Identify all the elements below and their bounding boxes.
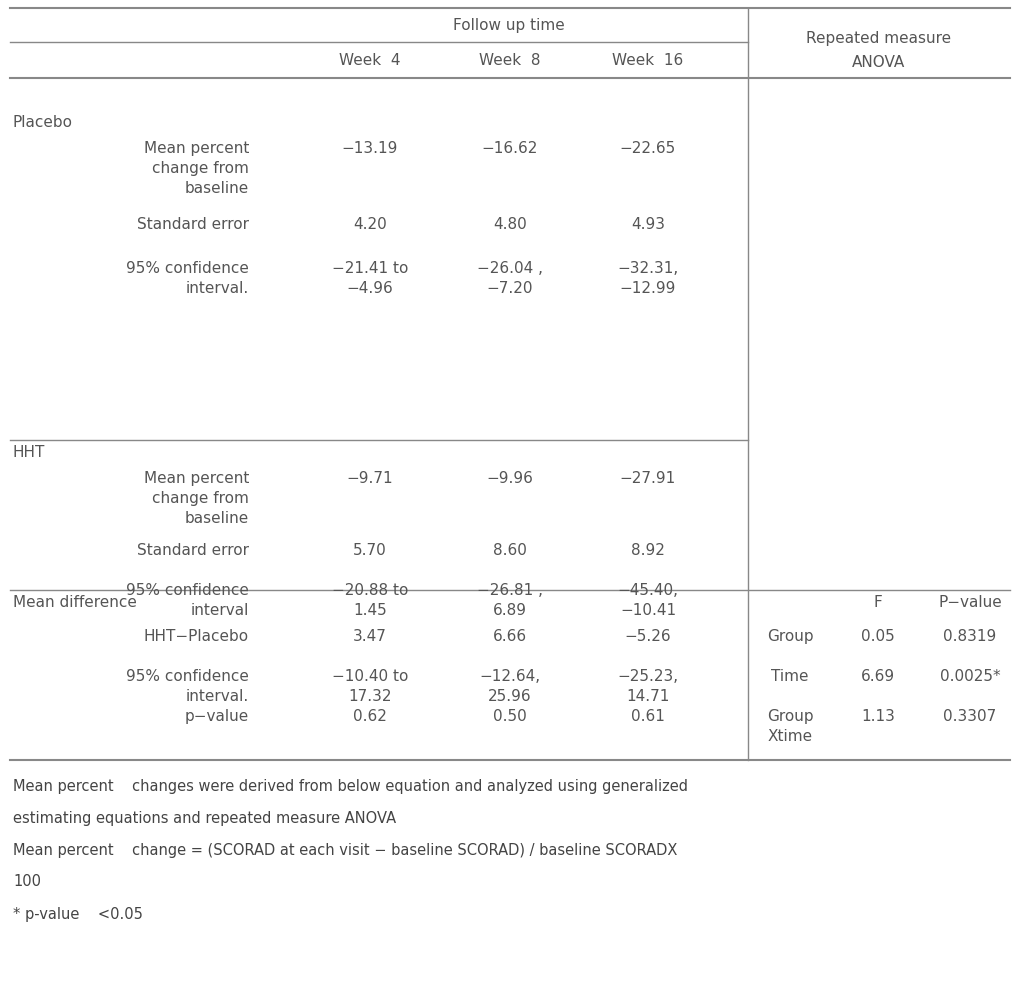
Text: −5.26: −5.26 (624, 628, 671, 643)
Text: −13.19: −13.19 (341, 141, 397, 156)
Text: Repeated measure: Repeated measure (806, 30, 951, 45)
Text: ANOVA: ANOVA (852, 54, 905, 69)
Text: −12.64,: −12.64, (479, 668, 540, 683)
Text: 1.45: 1.45 (353, 603, 386, 617)
Text: 6.89: 6.89 (492, 603, 527, 617)
Text: estimating equations and repeated measure ANOVA: estimating equations and repeated measur… (13, 810, 395, 825)
Text: 6.69: 6.69 (860, 668, 895, 683)
Text: −9.71: −9.71 (346, 470, 393, 485)
Text: 95% confidence: 95% confidence (126, 260, 249, 275)
Text: interval.: interval. (185, 688, 249, 704)
Text: −25.23,: −25.23, (616, 668, 678, 683)
Text: 4.20: 4.20 (353, 216, 386, 231)
Text: 0.3307: 0.3307 (943, 709, 996, 724)
Text: −16.62: −16.62 (481, 141, 538, 156)
Text: −4.96: −4.96 (346, 280, 393, 295)
Text: Week  4: Week 4 (339, 52, 400, 67)
Text: −45.40,: −45.40, (616, 583, 678, 598)
Text: interval: interval (191, 603, 249, 617)
Text: −22.65: −22.65 (620, 141, 676, 156)
Text: −10.40 to: −10.40 to (331, 668, 408, 683)
Text: 8.60: 8.60 (492, 543, 527, 558)
Text: −21.41 to: −21.41 to (331, 260, 408, 275)
Text: Group: Group (766, 628, 812, 643)
Text: 0.62: 0.62 (353, 709, 386, 724)
Text: 1.13: 1.13 (860, 709, 894, 724)
Text: Week  16: Week 16 (611, 52, 683, 67)
Text: 8.92: 8.92 (631, 543, 664, 558)
Text: −10.41: −10.41 (620, 603, 676, 617)
Text: 100: 100 (13, 874, 41, 889)
Text: 4.80: 4.80 (492, 216, 527, 231)
Text: −26.04 ,: −26.04 , (477, 260, 542, 275)
Text: baseline: baseline (184, 511, 249, 526)
Text: interval.: interval. (185, 280, 249, 295)
Text: 0.0025*: 0.0025* (938, 668, 1000, 683)
Text: 0.05: 0.05 (860, 628, 894, 643)
Text: Group: Group (766, 709, 812, 724)
Text: Mean percent: Mean percent (144, 141, 249, 156)
Text: Mean difference: Mean difference (13, 595, 137, 610)
Text: −9.96: −9.96 (486, 470, 533, 485)
Text: 25.96: 25.96 (488, 688, 531, 704)
Text: HHT−Placebo: HHT−Placebo (144, 628, 249, 643)
Text: −27.91: −27.91 (620, 470, 676, 485)
Text: 95% confidence: 95% confidence (126, 668, 249, 683)
Text: 0.8319: 0.8319 (943, 628, 996, 643)
Text: −20.88 to: −20.88 to (331, 583, 408, 598)
Text: Placebo: Placebo (13, 115, 73, 130)
Text: F: F (872, 595, 881, 610)
Text: 17.32: 17.32 (347, 688, 391, 704)
Text: 6.66: 6.66 (492, 628, 527, 643)
Text: −7.20: −7.20 (486, 280, 533, 295)
Text: 3.47: 3.47 (353, 628, 386, 643)
Text: change from: change from (152, 490, 249, 506)
Text: −32.31,: −32.31, (616, 260, 678, 275)
Text: 14.71: 14.71 (626, 688, 669, 704)
Text: Mean percent    changes were derived from below equation and analyzed using gene: Mean percent changes were derived from b… (13, 779, 688, 794)
Text: −12.99: −12.99 (620, 280, 676, 295)
Text: 4.93: 4.93 (631, 216, 664, 231)
Text: P−value: P−value (937, 595, 1001, 610)
Text: Standard error: Standard error (137, 543, 249, 558)
Text: Mean percent: Mean percent (144, 470, 249, 485)
Text: change from: change from (152, 161, 249, 176)
Text: Standard error: Standard error (137, 216, 249, 231)
Text: Week  8: Week 8 (479, 52, 540, 67)
Text: Xtime: Xtime (766, 729, 812, 744)
Text: 5.70: 5.70 (353, 543, 386, 558)
Text: baseline: baseline (184, 181, 249, 196)
Text: * p-value    <0.05: * p-value <0.05 (13, 907, 143, 922)
Text: −26.81 ,: −26.81 , (477, 583, 542, 598)
Text: Time: Time (770, 668, 808, 683)
Text: Follow up time: Follow up time (452, 17, 565, 32)
Text: Mean percent    change = (SCORAD at each visit − baseline SCORAD) / baseline SCO: Mean percent change = (SCORAD at each vi… (13, 842, 677, 857)
Text: p−value: p−value (184, 709, 249, 724)
Text: 0.50: 0.50 (492, 709, 527, 724)
Text: 0.61: 0.61 (631, 709, 664, 724)
Text: HHT: HHT (13, 445, 45, 460)
Text: 95% confidence: 95% confidence (126, 583, 249, 598)
